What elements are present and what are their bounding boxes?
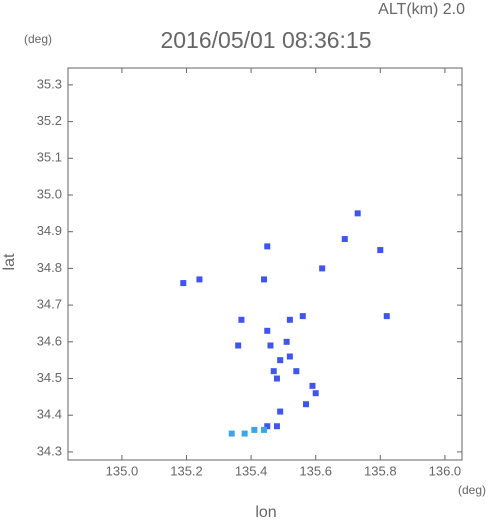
echo-cell <box>312 390 319 397</box>
echo-cell <box>277 408 284 415</box>
y-tick-label: 35.1 <box>37 150 62 165</box>
echo-cell <box>341 236 348 243</box>
echo-cell <box>273 375 280 382</box>
echo-cell <box>264 327 271 334</box>
echo-cell <box>273 423 280 430</box>
x-unit: (deg) <box>458 483 486 497</box>
x-axis-label: lon <box>255 504 276 521</box>
echo-cell <box>235 342 242 349</box>
echo-cell <box>283 338 290 345</box>
chart-title: 2016/05/01 08:36:15 <box>160 27 371 53</box>
echo-cell <box>286 316 293 323</box>
echo-cell <box>270 368 277 375</box>
x-tick-label: 135.4 <box>235 463 268 478</box>
echo-cell <box>319 265 326 272</box>
echo-cell <box>354 210 361 217</box>
echo-cell <box>261 276 268 283</box>
echo-cell <box>238 316 245 323</box>
y-tick-label: 34.9 <box>37 223 62 238</box>
x-tick-label: 136.0 <box>429 463 462 478</box>
y-tick-label: 35.2 <box>37 113 62 128</box>
echo-cell <box>377 247 384 254</box>
x-tick-label: 135.2 <box>170 463 203 478</box>
y-tick-label: 34.5 <box>37 370 62 385</box>
x-tick-label: 135.6 <box>299 463 332 478</box>
echo-cell <box>293 368 300 375</box>
echo-cell <box>264 423 271 430</box>
echo-cell <box>286 353 293 360</box>
y-tick-label: 35.3 <box>37 76 62 91</box>
echo-cell <box>267 342 274 349</box>
echo-cell <box>180 280 187 287</box>
echo-cell <box>309 382 316 389</box>
echo-cell <box>196 276 203 283</box>
y-axis-label: lat <box>1 253 18 270</box>
echo-cell <box>299 313 306 320</box>
echo-cell <box>303 401 310 408</box>
y-tick-label: 34.4 <box>37 407 62 422</box>
y-tick-label: 34.3 <box>37 443 62 458</box>
altitude-label: ALT(km) 2.0 <box>378 1 465 18</box>
x-tick-label: 135.8 <box>364 463 397 478</box>
echo-cell <box>228 430 235 437</box>
y-tick-label: 34.7 <box>37 297 62 312</box>
y-tick-label: 34.6 <box>37 333 62 348</box>
y-tick-label: 35.0 <box>37 186 62 201</box>
echo-cell <box>277 357 284 364</box>
plot-frame <box>67 67 463 461</box>
echo-cell <box>264 243 271 250</box>
echo-cell <box>251 426 258 433</box>
y-tick-label: 34.8 <box>37 260 62 275</box>
echo-cell <box>241 430 248 437</box>
echo-cell <box>261 426 268 433</box>
y-unit: (deg) <box>24 32 52 46</box>
x-tick-label: 135.0 <box>106 463 139 478</box>
echo-cell <box>383 313 390 320</box>
